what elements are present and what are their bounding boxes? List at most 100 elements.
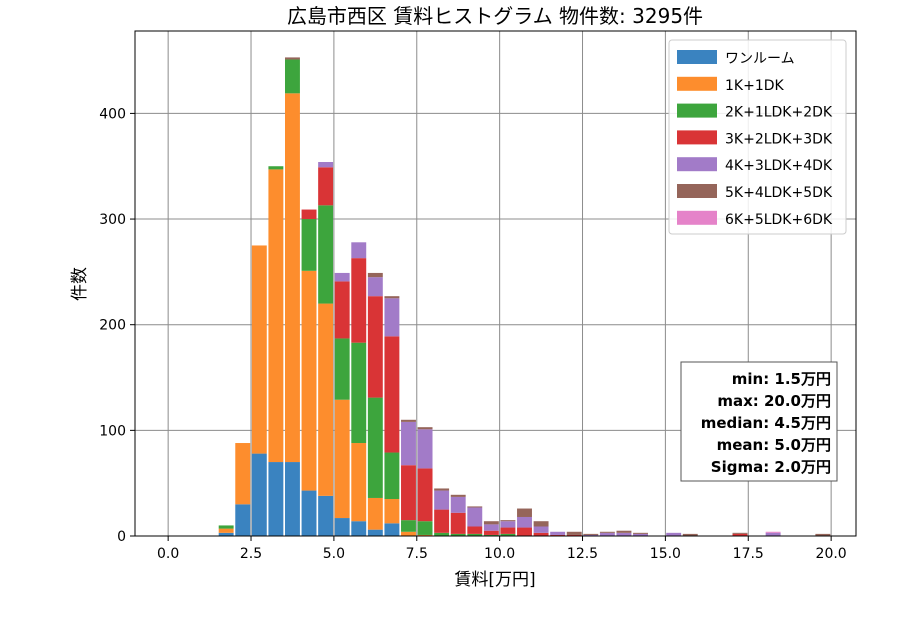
x-tick-label: 10.0 [484,546,515,562]
bar-segment-s2 [301,219,317,271]
bar-segment-s1 [318,303,334,496]
y-tick-label: 300 [99,212,126,228]
bar-segment-s3 [384,336,400,453]
bar-segment-s2 [467,533,483,536]
bar-segment-s4 [500,521,516,528]
legend-swatch [677,157,717,172]
legend-label: 3K+2LDK+3DK [725,131,833,147]
stats-line: median: 4.5万円 [701,414,831,432]
stats-line: mean: 5.0万円 [717,436,831,454]
bar-segment-s4 [334,272,350,282]
bar-segment-s3 [517,527,532,536]
bar-segment-s1 [285,93,300,463]
bar-segment-s5 [633,532,648,534]
bar-segment-s0 [285,462,300,536]
bar-segment-s3 [732,533,748,536]
y-tick-label: 100 [99,423,126,439]
legend: ワンルーム 1K+1DK 2K+1LDK+2DK 3K+2LDK+3DK 4K+3LDK… [668,39,847,235]
bar-segment-s3 [550,534,566,536]
legend-label: 1K+1DK [725,78,785,94]
bar-segment-s5 [500,520,516,522]
bar-segment-s2 [384,452,400,500]
x-tick-label: 2.5 [240,546,262,562]
bar-segment-s0 [384,523,400,536]
bar-segment-s5 [450,494,466,497]
bar-segment-s4 [550,531,566,535]
x-tick-label: 15.0 [650,546,681,562]
bar-segment-s5 [384,296,400,299]
bar-segment-s0 [235,504,251,536]
bar-segment-s4 [666,532,682,536]
bar-segment-s1 [367,497,383,530]
bar-segment-s5 [367,272,383,278]
x-tick-label: 12.5 [567,546,598,562]
bar-segment-s2 [268,166,284,170]
axis-ticks: 0.0 2.5 5.0 7.5 10.0 12.5 15.0 17.5 20.0 0 100 200 3… [99,106,846,562]
bar-segment-s4 [765,532,781,536]
bar-segment-s4 [367,277,383,297]
bar-segment-s4 [417,429,433,469]
legend-label: 5K+4LDK+5DK [725,185,833,201]
bar-segment-s5 [599,531,615,533]
bar-segment-s0 [251,453,267,536]
bar-segment-s5 [467,506,483,508]
bar-segment-s4 [533,526,549,533]
bar-segment-s2 [434,532,450,536]
legend-swatch [677,103,717,118]
bar-segment-s3 [417,468,433,522]
bar-segment-s5 [682,533,698,536]
bar-segment-s5 [566,531,582,535]
chart-title: 広島市西区 賃料ヒストグラム 物件数: 3295件 [287,4,703,28]
bar-segment-s1 [417,534,433,536]
bar-segment-s3 [301,209,317,220]
legend-swatch [677,130,717,145]
bar-segment-s0 [301,490,317,536]
bar-segment-s1 [301,270,317,491]
bar-segment-s2 [401,520,416,532]
bar-segment-s5 [732,532,748,534]
legend-swatch [677,210,717,225]
legend-label: ワンルーム [725,51,795,67]
bar-segment-s4 [467,507,483,527]
bar-segment-s2 [450,533,466,536]
bar-segment-s0 [218,532,234,536]
bar-segment-s3 [483,530,499,535]
bar-segment-s5 [616,530,632,533]
bar-segment-s4 [450,496,466,513]
bar-segment-s0 [268,462,284,536]
bar-segment-s2 [218,525,234,529]
stats-box-frame [680,361,838,482]
bar-segment-s1 [251,245,267,454]
y-tick-label: 200 [99,318,126,334]
bar-segment-s6 [765,531,781,533]
bar-segment-s3 [566,534,582,536]
legend-label: 6K+5LDK+6DK [725,212,833,228]
bar-segment-s1 [334,399,350,519]
bar-segment-s5 [285,57,300,60]
x-tick-label: 20.0 [816,546,847,562]
bar-segment-s5 [434,488,450,491]
bar-segment-s3 [500,527,516,534]
stats-line: max: 20.0万円 [717,392,831,410]
bar-segment-s2 [334,338,350,400]
legend-label: 4K+3LDK+4DK [725,158,833,174]
bar-segment-s2 [500,533,516,536]
bar-segment-s1 [268,169,284,463]
bar-segment-s0 [367,529,383,536]
bar-segment-s5 [533,521,549,527]
stats-line: Sigma: 2.0万円 [711,458,831,476]
bar-segment-s2 [417,521,433,535]
bar-segment-s4 [599,532,615,536]
y-tick-label: 400 [99,106,126,122]
bar-segment-s4 [318,162,334,168]
bar-segment-s2 [351,342,367,444]
bar-segment-s4 [384,298,400,337]
stats-line: min: 1.5万円 [732,370,831,388]
bar-segment-s5 [417,427,433,430]
x-tick-label: 0.0 [157,546,179,562]
bar-segment-s5 [583,533,599,535]
y-axis-label: 件数 [70,267,90,301]
bar-segment-s4 [351,242,367,259]
bar-segment-s0 [318,495,334,536]
